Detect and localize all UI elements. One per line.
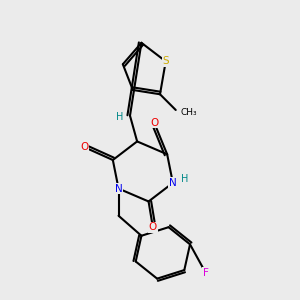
Text: CH₃: CH₃ [180, 108, 196, 117]
Text: F: F [203, 268, 209, 278]
Text: N: N [115, 184, 122, 194]
Text: S: S [162, 56, 169, 66]
Text: O: O [149, 222, 157, 232]
Text: H: H [181, 174, 188, 184]
Text: O: O [80, 142, 88, 152]
Text: H: H [116, 112, 124, 122]
Text: N: N [169, 178, 177, 188]
Text: O: O [150, 118, 158, 128]
